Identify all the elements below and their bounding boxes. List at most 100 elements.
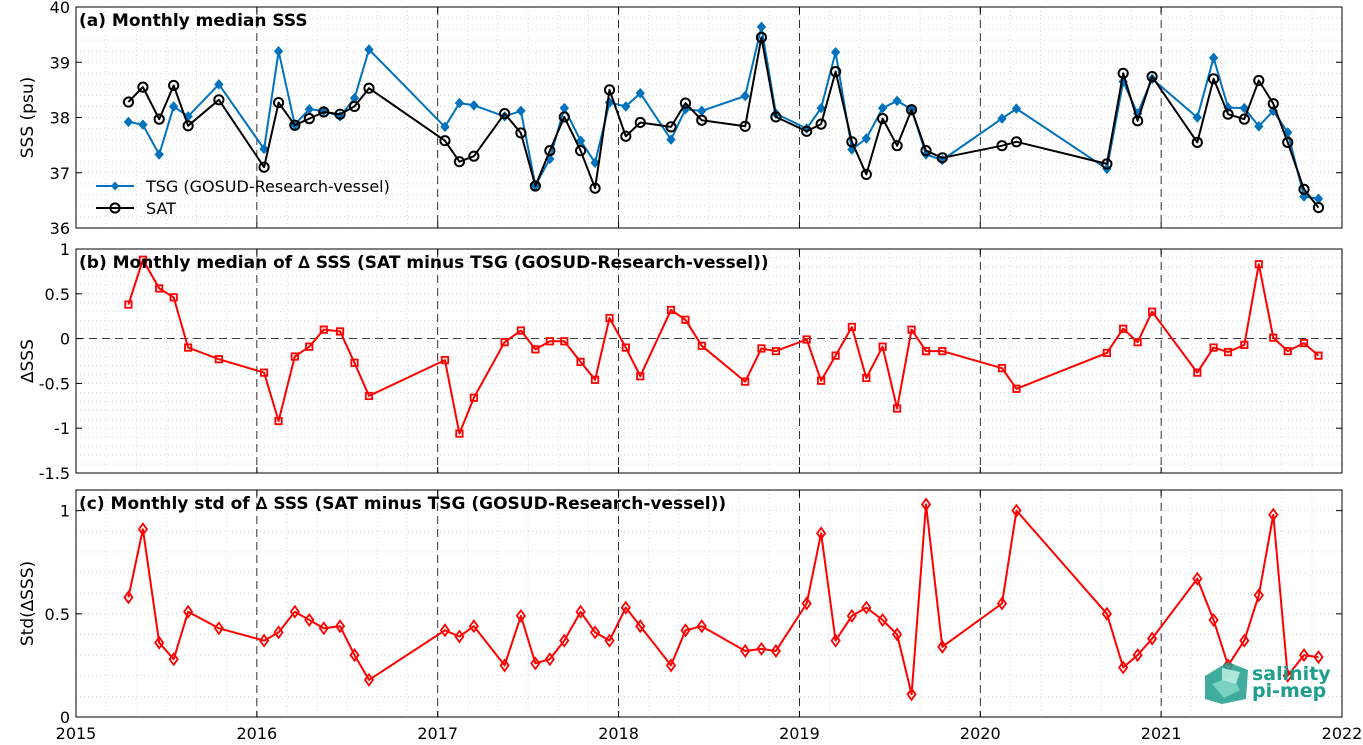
data-point (741, 377, 750, 386)
panel-c: 0 0.5 1 Std(∆SSS) (c) Monthly std of ∆ SSS (… (18, 489, 1343, 727)
data-point (138, 255, 148, 264)
data-point (878, 342, 887, 351)
y-tick-label: -0.5 (39, 374, 70, 393)
data-point (680, 623, 691, 638)
data-point (259, 143, 269, 155)
data-point (862, 373, 871, 383)
data-point (274, 416, 283, 426)
data-point (290, 352, 299, 361)
data-point (696, 619, 707, 634)
data-point (155, 284, 164, 293)
data-point (182, 120, 194, 132)
y-tick-label: 1 (60, 502, 70, 521)
data-point (817, 376, 826, 385)
y-tick-label: 0.5 (45, 605, 70, 624)
y-tick-label: -1 (54, 419, 70, 438)
data-point (350, 358, 359, 367)
data-point (996, 596, 1008, 611)
data-point (1253, 74, 1265, 87)
data-point (363, 82, 375, 94)
data-point (1192, 112, 1202, 123)
data-point (1267, 98, 1279, 110)
data-point (679, 97, 692, 109)
data-point (802, 335, 811, 344)
x-tick-label: 2022 (1322, 724, 1363, 743)
data-point (666, 134, 676, 145)
data-point (937, 639, 948, 654)
data-point (1148, 307, 1157, 316)
data-point (891, 627, 903, 642)
data-point (920, 145, 932, 157)
data-point (740, 643, 751, 658)
data-point (801, 596, 812, 611)
data-point (877, 102, 888, 114)
data-point (455, 429, 464, 438)
data-point (620, 130, 632, 142)
data-point (289, 604, 300, 619)
data-point (1133, 338, 1142, 347)
data-point (770, 111, 782, 123)
data-point (335, 327, 345, 336)
data-point (318, 106, 330, 118)
data-point (318, 621, 329, 636)
data-point (846, 608, 857, 623)
data-point (816, 526, 827, 541)
data-point (907, 325, 916, 334)
data-point (621, 101, 631, 112)
data-point (697, 341, 706, 350)
data-point (997, 364, 1007, 373)
data-point (169, 293, 178, 302)
data-point (861, 133, 872, 144)
y-tick-label: 0.5 (45, 285, 70, 304)
series-delta (124, 255, 1323, 438)
legend-label: SAT (146, 199, 176, 218)
data-point (1282, 136, 1294, 148)
y-tick-label: 0 (60, 708, 70, 727)
data-point (1207, 73, 1220, 85)
data-point (123, 116, 134, 128)
data-point (1101, 158, 1113, 170)
y-tick-label: 40 (50, 0, 70, 17)
data-point (590, 375, 600, 384)
y-tick-label: 1 (60, 240, 70, 259)
data-point (877, 612, 888, 628)
data-point (770, 643, 782, 658)
panel-title: (a) Monthly median SSS (79, 11, 308, 31)
data-point (184, 343, 193, 352)
data-point (1239, 102, 1250, 114)
legend-label: TSG (GOSUD-Research-vessel) (145, 177, 390, 196)
data-point (589, 182, 601, 194)
data-point (860, 168, 872, 181)
legend-marker (109, 202, 121, 214)
series-delta (123, 497, 1324, 702)
data-point (168, 652, 179, 667)
y-tick-label: 0 (60, 330, 70, 349)
data-point (830, 47, 841, 58)
data-point (634, 116, 646, 129)
series-line (127, 503, 1319, 696)
data-point (1102, 348, 1111, 358)
data-point (499, 658, 510, 673)
data-point (831, 351, 840, 360)
data-point (621, 343, 630, 352)
data-point (258, 161, 270, 173)
data-point (530, 656, 541, 671)
data-point (468, 150, 480, 162)
series-line (127, 36, 1320, 209)
y-axis-label: Std(∆SSS) (18, 561, 38, 646)
data-point (515, 127, 527, 139)
data-point (349, 648, 360, 663)
data-point (124, 300, 133, 309)
data-point (921, 347, 931, 356)
y-tick-label: -1.5 (39, 464, 70, 483)
data-point (1268, 507, 1279, 522)
data-point (1223, 347, 1233, 357)
data-point (500, 338, 509, 347)
data-point (1239, 633, 1250, 648)
data-point (1011, 503, 1022, 518)
data-point (558, 111, 570, 123)
data-point (1146, 71, 1158, 83)
data-point (1299, 338, 1309, 348)
data-point (1298, 648, 1310, 663)
